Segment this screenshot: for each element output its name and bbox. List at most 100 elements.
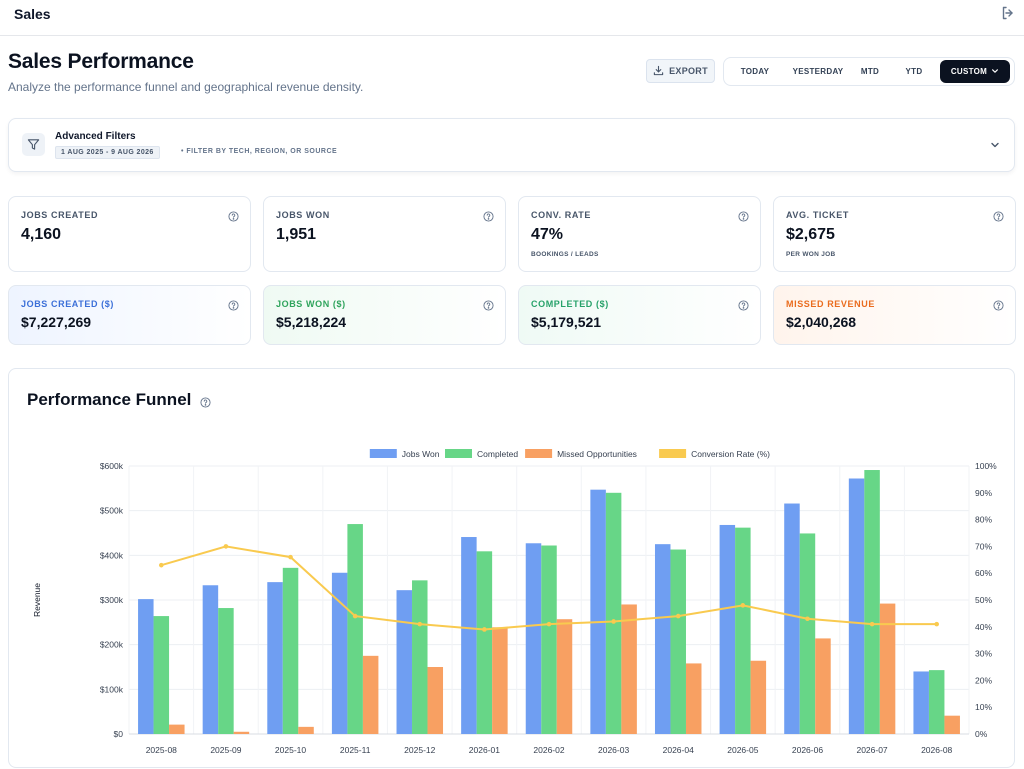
conversion-rate-point (417, 621, 423, 627)
chevron-down-icon[interactable] (988, 138, 1002, 152)
y2-tick-label: 20% (975, 675, 992, 685)
help-icon[interactable] (993, 298, 1004, 311)
bar-missed-opportunities (685, 663, 702, 734)
bar-completed (864, 470, 880, 734)
bar-completed (412, 580, 428, 734)
filters-title: Advanced Filters (55, 131, 136, 142)
y-tick-label: $0 (114, 729, 124, 739)
help-icon[interactable] (228, 298, 239, 311)
bar-missed-opportunities (815, 638, 831, 734)
help-icon[interactable] (738, 298, 749, 311)
chevron-down-icon (991, 67, 999, 77)
app-title: Sales (14, 6, 51, 22)
range-custom-label: CUSTOM (950, 67, 988, 76)
legend-label: Jobs Won (402, 449, 440, 459)
y-tick-label: $300k (100, 595, 124, 605)
range-yesterday-button[interactable]: YESTERDAY (792, 67, 844, 76)
bar-jobs-won (784, 503, 800, 734)
money-label: JOBS CREATED ($) (21, 299, 114, 309)
date-range-selector: TODAY YESTERDAY MTD YTD CUSTOM (723, 57, 1015, 86)
y2-tick-label: 70% (975, 541, 992, 551)
y2-tick-label: 50% (975, 595, 992, 605)
bar-missed-opportunities (427, 667, 444, 734)
kpi-sub: BOOKINGS / LEADS (531, 251, 599, 258)
y2-tick-label: 60% (975, 568, 992, 578)
bar-missed-opportunities (944, 715, 960, 734)
x-tick-label: 2026-02 (533, 745, 564, 755)
conversion-rate-point (288, 554, 293, 560)
bar-jobs-won (590, 489, 606, 734)
range-ytd-button[interactable]: YTD (905, 67, 923, 76)
help-icon[interactable] (200, 395, 211, 408)
legend-label: Conversion Rate (%) (691, 449, 770, 459)
bar-missed-opportunities (492, 627, 508, 734)
money-card-missed-revenue: MISSED REVENUE $2,040,268 (773, 285, 1016, 345)
legend-swatch (525, 449, 553, 458)
download-icon (653, 65, 664, 78)
money-label: JOBS WON ($) (276, 299, 346, 309)
y2-tick-label: 100% (975, 461, 997, 471)
conversion-rate-point (805, 616, 810, 622)
x-tick-label: 2026-05 (727, 745, 758, 755)
conversion-rate-point (869, 621, 875, 627)
help-icon[interactable] (228, 209, 239, 222)
money-card-jobs-created: JOBS CREATED ($) $7,227,269 (8, 285, 251, 345)
conversion-rate-point (934, 621, 939, 627)
bar-jobs-won (848, 478, 865, 734)
x-tick-label: 2026-04 (663, 745, 694, 755)
conversion-rate-point (482, 627, 487, 632)
conversion-rate-point (675, 613, 681, 619)
performance-funnel-chart: $0 $100k $200k $300k $400k $500k $600k 0% 10% 20%… (32, 449, 997, 755)
kpi-value: 47% (531, 226, 564, 243)
bar-missed-opportunities (362, 655, 379, 734)
export-button[interactable]: EXPORT (646, 59, 715, 83)
page-subtitle: Analyze the performance funnel and geogr… (8, 80, 364, 94)
bar-missed-opportunities (556, 619, 573, 734)
filter-icon (22, 133, 45, 156)
bar-completed (476, 551, 493, 734)
advanced-filters-panel[interactable]: Advanced Filters 1 AUG 2025 - 9 AUG 2026… (8, 118, 1015, 172)
range-today-button[interactable]: TODAY (740, 67, 770, 76)
bar-jobs-won (461, 537, 477, 734)
filters-hint: • FILTER BY TECH, REGION, OR SOURCE (181, 148, 338, 155)
bar-completed (605, 492, 622, 734)
bar-jobs-won (202, 585, 219, 734)
legend-swatch (369, 449, 397, 458)
kpi-sub: PER WON JOB (786, 251, 836, 258)
legend-label: Completed (477, 449, 518, 459)
range-mtd-button[interactable]: MTD (860, 67, 880, 76)
y2-tick-label: 10% (975, 702, 992, 712)
bar-completed (218, 608, 234, 734)
x-tick-label: 2026-03 (598, 745, 629, 755)
help-icon[interactable] (483, 209, 494, 222)
x-tick-label: 2025-12 (404, 745, 435, 755)
bar-completed (347, 524, 363, 734)
x-tick-label: 2026-07 (856, 745, 887, 755)
kpi-label: CONV. RATE (531, 210, 592, 220)
top-bar: Sales (0, 0, 1024, 36)
y-tick-label: $100k (100, 684, 124, 694)
x-tick-label: 2026-01 (469, 745, 500, 755)
money-value: $5,218,224 (276, 314, 347, 330)
conversion-rate-point (611, 619, 616, 624)
bar-missed-opportunities (233, 731, 250, 734)
kpi-value: $2,675 (786, 226, 835, 243)
range-custom-button[interactable]: CUSTOM (940, 60, 1010, 83)
help-icon[interactable] (738, 209, 749, 222)
bar-jobs-won (396, 590, 413, 734)
bar-completed (928, 670, 945, 734)
bar-jobs-won (913, 671, 929, 734)
bar-completed (670, 549, 686, 734)
conversion-rate-point (546, 621, 552, 627)
money-value: $2,040,268 (786, 314, 857, 330)
help-icon[interactable] (483, 298, 494, 311)
logout-icon[interactable] (1000, 5, 1016, 21)
money-label: MISSED REVENUE (786, 299, 875, 309)
y2-tick-label: 80% (975, 515, 992, 525)
x-tick-label: 2026-06 (792, 745, 823, 755)
money-value: $5,179,521 (531, 314, 602, 330)
y-axis-title: Revenue (32, 583, 42, 617)
help-icon[interactable] (993, 209, 1004, 222)
bar-completed (541, 545, 557, 734)
performance-funnel-card: Performance Funnel $0 $100k $200k $300k $400… (8, 368, 1015, 768)
